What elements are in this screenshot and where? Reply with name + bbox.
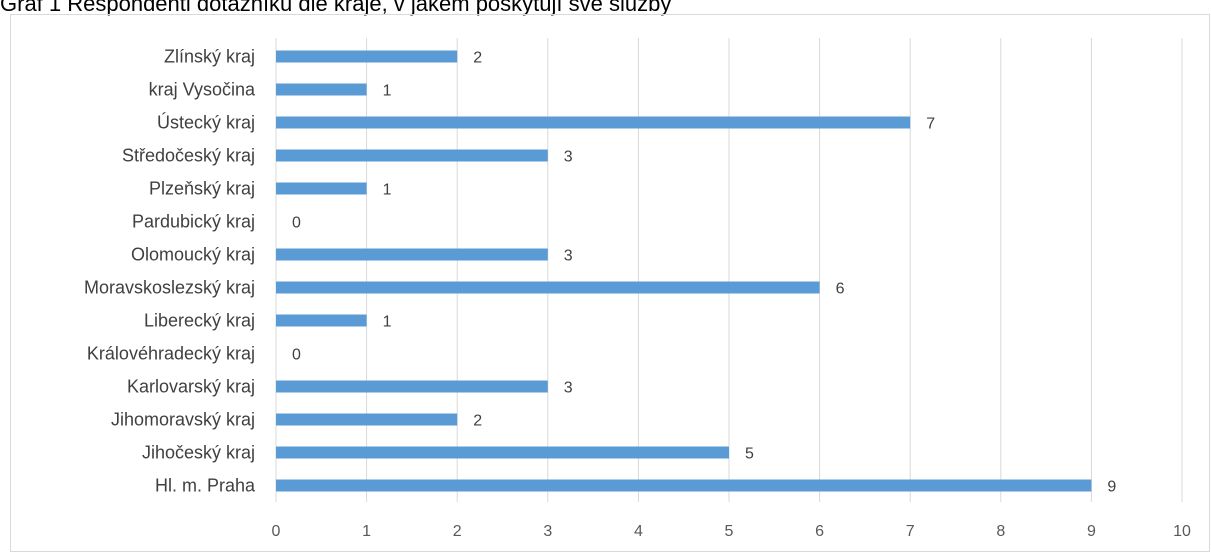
- category-labels: Hl. m. Praha Jihočeský kraj Jihomoravský k…: [84, 47, 256, 496]
- data-label: 9: [1107, 479, 1116, 496]
- gridlines: [275, 38, 1183, 502]
- category-label: Hl. m. Praha: [155, 476, 256, 496]
- x-tick-label: 5: [725, 523, 734, 540]
- x-tick-label: 2: [453, 523, 462, 540]
- bar: [276, 479, 1092, 492]
- data-label: 0: [292, 347, 301, 364]
- bar: [276, 50, 458, 63]
- data-label: 3: [564, 149, 573, 166]
- x-tick-label: 7: [906, 523, 915, 540]
- category-label: Plzeňský kraj: [149, 179, 255, 199]
- x-tick-label: 10: [1173, 523, 1191, 540]
- x-tick-label: 9: [1087, 523, 1096, 540]
- category-label: Moravskoslezský kraj: [84, 278, 255, 298]
- data-label: 1: [383, 314, 392, 331]
- category-label: Karlovarský kraj: [127, 377, 255, 397]
- category-label: Ústecký kraj: [157, 112, 255, 133]
- x-tick-label: 3: [543, 523, 552, 540]
- x-tick-label: 8: [996, 523, 1005, 540]
- data-label: 5: [745, 446, 754, 463]
- data-label: 2: [473, 50, 482, 67]
- category-label: Jihočeský kraj: [142, 443, 255, 463]
- data-label: 7: [926, 116, 935, 133]
- x-tick-label: 0: [272, 523, 281, 540]
- chart-area: [10, 14, 1210, 552]
- data-label: 1: [383, 83, 392, 100]
- bar: [276, 83, 367, 96]
- bar: [276, 149, 548, 162]
- x-tick-label: 6: [815, 523, 824, 540]
- x-tick-label: 4: [634, 523, 643, 540]
- category-label: kraj Vysočina: [149, 80, 256, 100]
- bar: [276, 314, 367, 327]
- bar: [276, 182, 367, 195]
- bar: [276, 446, 729, 459]
- bars: [276, 50, 1092, 492]
- data-label: 1: [383, 182, 392, 199]
- x-tick-labels: 0 1 2 3 4 5 6 7 8 9 10: [272, 523, 1191, 540]
- data-label: 6: [836, 281, 845, 298]
- data-label: 0: [292, 215, 301, 232]
- chart-title: Graf 1 Respondenti dotazníku dle kraje, …: [0, 0, 672, 16]
- category-label: Pardubický kraj: [132, 212, 255, 232]
- bar: [276, 248, 548, 261]
- bar: [276, 380, 548, 393]
- category-label: Zlínský kraj: [164, 47, 255, 67]
- bar: [276, 116, 911, 129]
- category-label: Olomoucký kraj: [131, 245, 255, 265]
- bar: [276, 281, 820, 294]
- data-label: 3: [564, 380, 573, 397]
- data-label: 3: [564, 248, 573, 265]
- x-tick-label: 1: [362, 523, 371, 540]
- category-label: Středočeský kraj: [122, 146, 255, 166]
- category-label: Liberecký kraj: [144, 311, 255, 331]
- category-label: Královéhradecký kraj: [87, 344, 255, 364]
- category-label: Jihomoravský kraj: [111, 410, 255, 430]
- data-label: 2: [473, 413, 482, 430]
- bar: [276, 413, 458, 426]
